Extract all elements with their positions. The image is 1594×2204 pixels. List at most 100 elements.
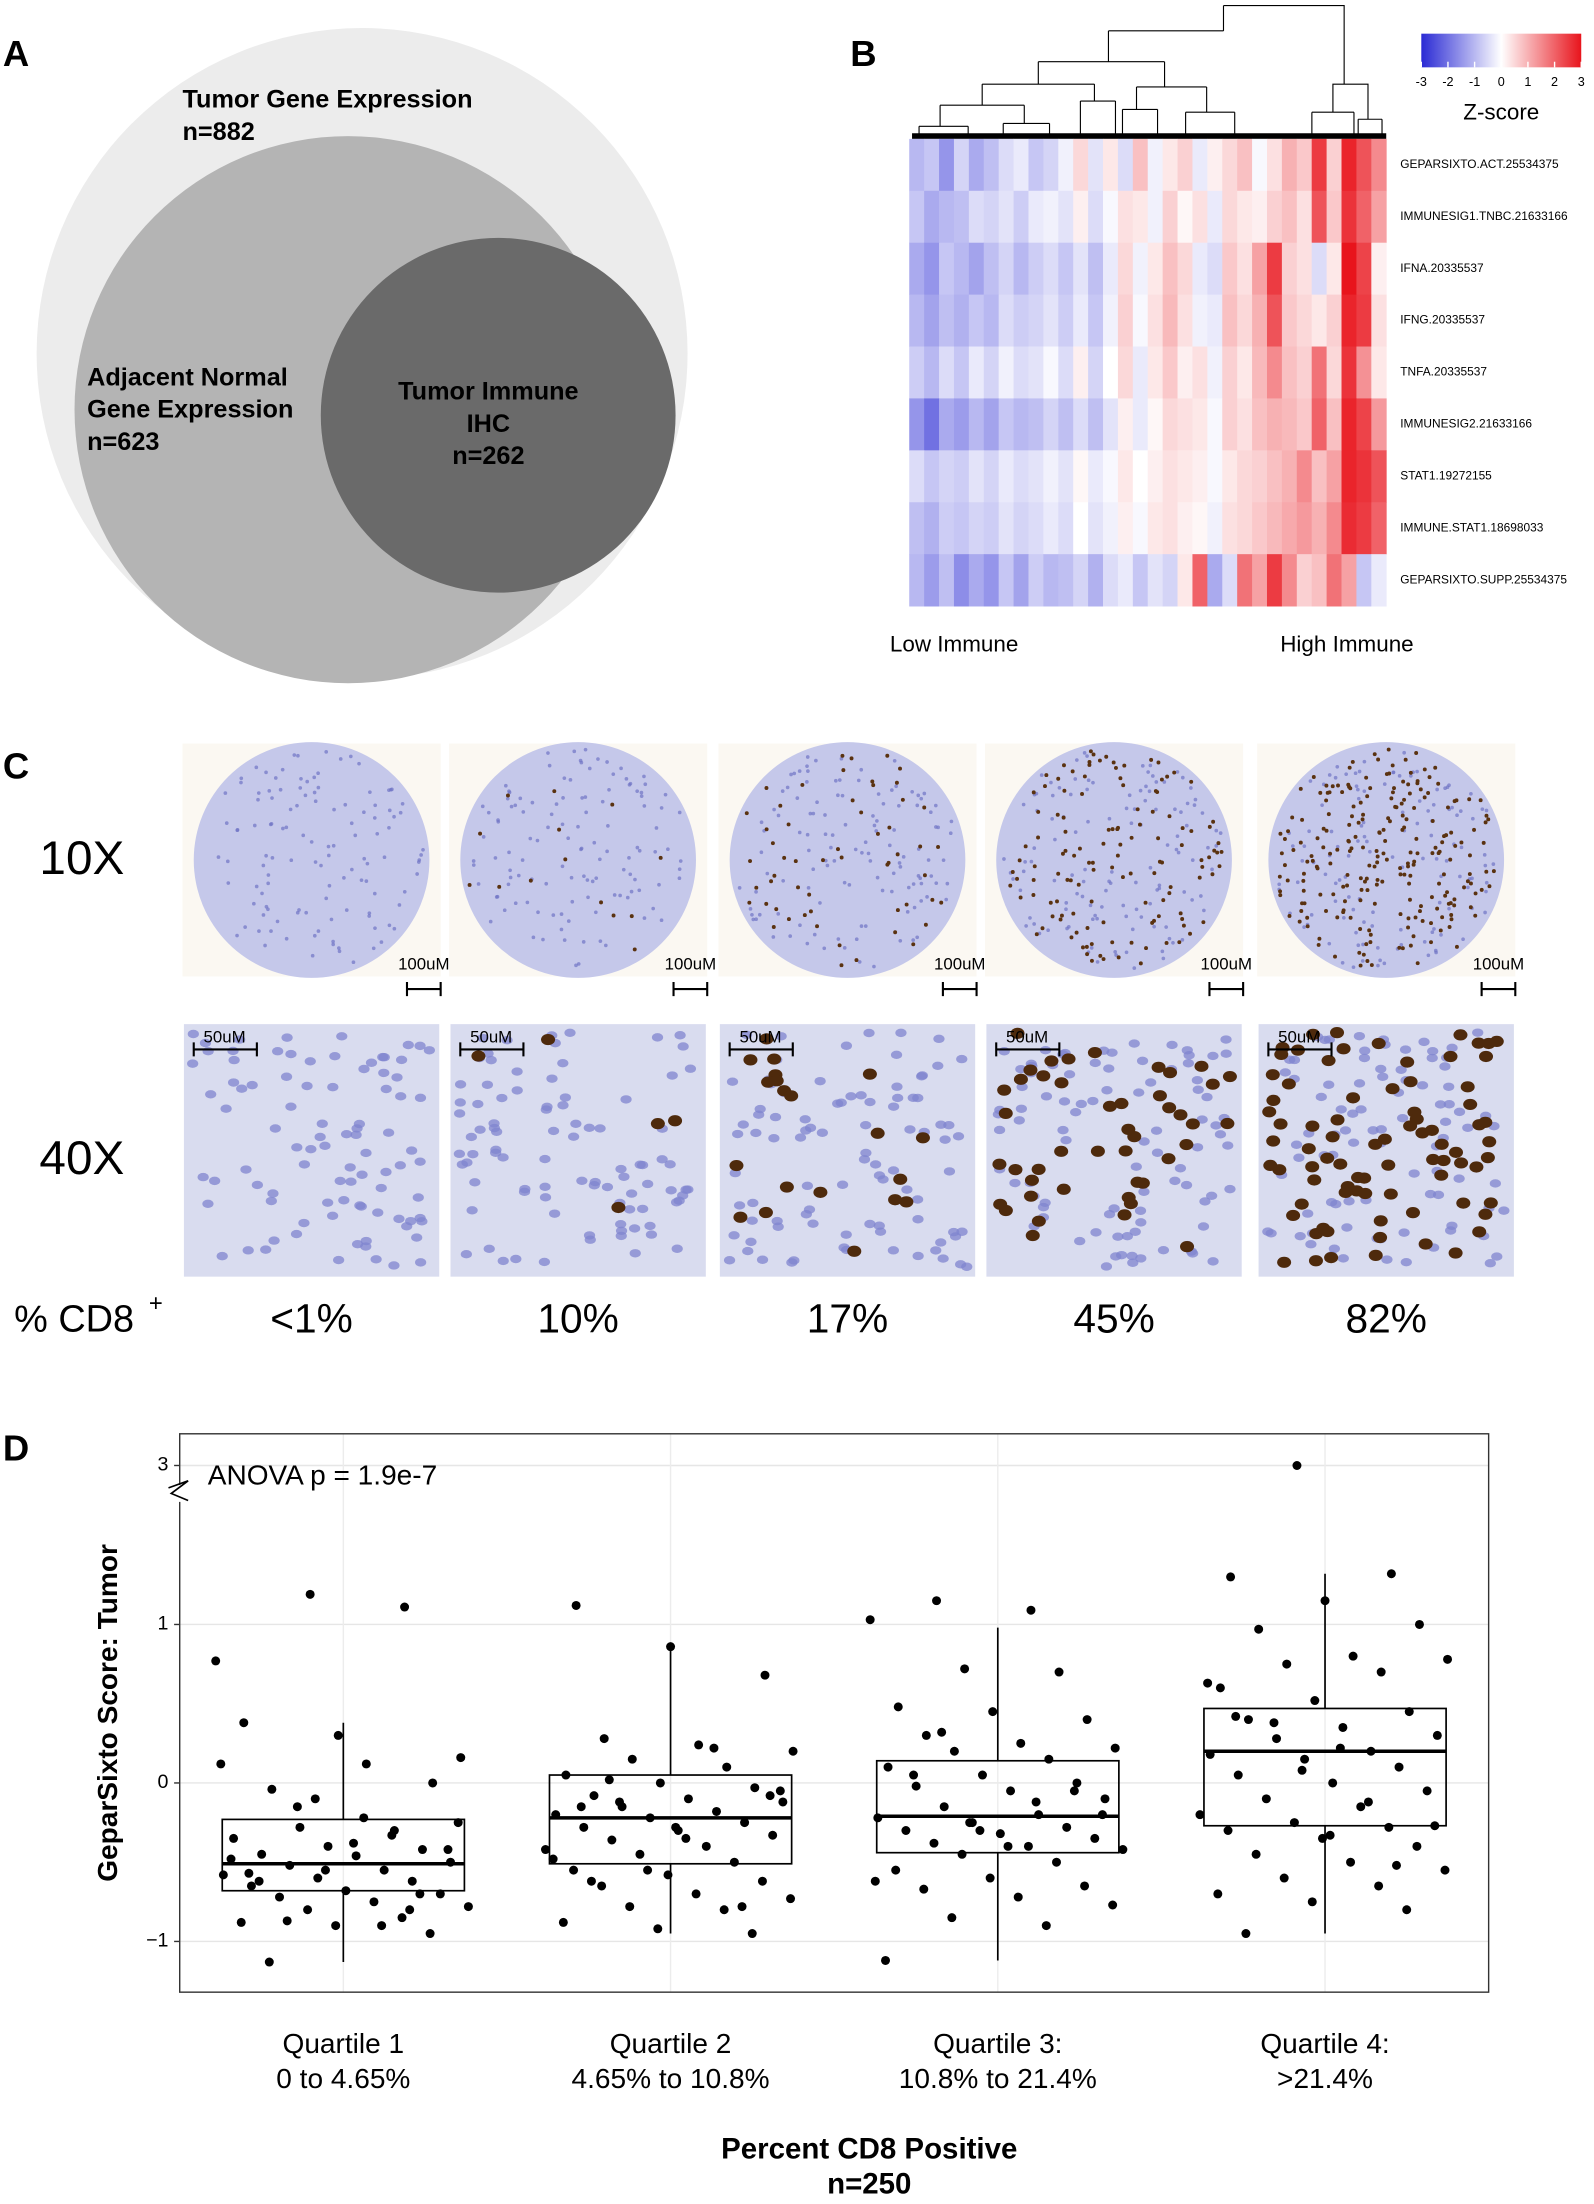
nucleus — [1138, 1137, 1150, 1146]
cd8-cell — [1381, 1159, 1396, 1171]
nucleus — [1057, 785, 1062, 790]
nucleus — [338, 1196, 350, 1205]
nucleus — [472, 1099, 484, 1109]
nucleus — [594, 910, 598, 915]
cd8-cell — [1156, 760, 1161, 765]
nucleus — [1075, 1099, 1087, 1109]
nucleus — [1327, 941, 1332, 946]
nucleus — [726, 1077, 739, 1086]
cd8-cell — [1426, 1153, 1441, 1166]
cd8-cell — [1129, 835, 1134, 840]
nucleus — [583, 747, 588, 752]
data-point — [599, 1734, 609, 1744]
nucleus — [239, 776, 244, 781]
data-point — [1097, 1810, 1107, 1820]
cd8-cell — [1440, 840, 1445, 845]
nucleus — [327, 1082, 339, 1092]
data-point — [891, 1865, 901, 1875]
heatmap-cell — [1117, 502, 1134, 555]
nucleus — [874, 829, 879, 833]
cd8-cell — [1369, 963, 1374, 968]
cd8-cell — [1385, 1083, 1400, 1095]
nucleus — [620, 1095, 632, 1104]
nucleus — [1262, 1227, 1274, 1236]
heatmap-cell — [1028, 502, 1044, 555]
cd8-cell — [1201, 920, 1206, 925]
cd8-cell — [841, 768, 846, 773]
heatmap-cell — [924, 346, 940, 399]
cd8-cell — [888, 1194, 903, 1206]
cd8-cell — [1074, 930, 1079, 935]
data-point — [909, 1770, 919, 1780]
cd8-cell — [793, 859, 798, 864]
data-point — [1231, 1711, 1241, 1721]
data-point — [295, 1822, 305, 1832]
nucleus — [1376, 945, 1380, 950]
nucleus — [1469, 791, 1473, 796]
nucleus — [625, 895, 630, 900]
data-point — [653, 1924, 663, 1934]
nucleus — [628, 781, 633, 786]
nucleus — [925, 894, 929, 899]
nucleus — [568, 1132, 580, 1141]
nucleus — [1136, 1056, 1149, 1066]
nucleus — [528, 836, 533, 841]
nucleus — [1435, 787, 1439, 792]
nucleus — [1091, 917, 1095, 922]
nucleus — [1415, 769, 1419, 774]
cd8-cell — [1031, 893, 1036, 897]
nucleus — [891, 871, 896, 876]
cd8-cell — [1483, 1197, 1498, 1209]
row-label: IMMUNESIG1.TNBC.21633166 — [1400, 209, 1568, 223]
heatmap-cell — [924, 294, 940, 347]
heatmap-cell — [1252, 242, 1268, 296]
data-point — [425, 1929, 435, 1939]
cd8-cell — [1358, 800, 1363, 805]
cd8-cell — [1375, 877, 1380, 882]
nucleus — [1491, 862, 1496, 866]
scale-bar-label: 50uM — [1278, 1028, 1320, 1047]
nucleus — [566, 919, 571, 923]
colorbar-tick-label: 3 — [1578, 75, 1585, 89]
heatmap-cell — [1147, 502, 1164, 555]
cd8-cell — [1300, 901, 1304, 906]
nucleus — [1046, 928, 1050, 933]
heatmap-cell — [1073, 242, 1089, 296]
heatmap-cell — [1177, 242, 1193, 296]
heatmap-cell — [1222, 346, 1238, 399]
nucleus — [367, 911, 372, 915]
cd8-cell — [1023, 1190, 1038, 1202]
data-point — [985, 1873, 995, 1883]
nucleus — [1190, 858, 1195, 862]
cd8-cell — [1286, 1209, 1301, 1222]
heatmap-cell — [983, 398, 1000, 451]
nucleus — [1199, 1197, 1211, 1206]
cd8-cell — [1400, 946, 1405, 951]
nucleus — [402, 889, 407, 894]
cd8-cell — [1415, 961, 1420, 966]
cd8-cell — [1024, 1174, 1039, 1186]
heatmap-cell — [1132, 450, 1149, 503]
nucleus — [859, 767, 864, 772]
nucleus — [309, 840, 314, 844]
cd8-cell — [898, 766, 902, 771]
nucleus — [587, 766, 592, 771]
nucleus — [392, 814, 396, 819]
nucleus — [895, 1028, 907, 1038]
nucleus — [1164, 925, 1168, 929]
nucleus — [1362, 759, 1367, 764]
nucleus — [453, 1149, 466, 1159]
cd8-cell — [1123, 1197, 1138, 1210]
nucleus — [837, 778, 842, 782]
nucleus — [929, 874, 934, 878]
heatmap-cell — [1192, 554, 1208, 607]
data-point — [615, 1797, 625, 1807]
nucleus — [304, 910, 309, 915]
data-point — [1376, 1667, 1386, 1677]
nucleus — [382, 855, 387, 860]
cd8-cell — [1345, 883, 1350, 888]
nucleus — [504, 783, 508, 788]
nucleus — [677, 867, 682, 871]
cd8-cell — [870, 779, 875, 784]
cd8-cell — [1375, 860, 1380, 865]
